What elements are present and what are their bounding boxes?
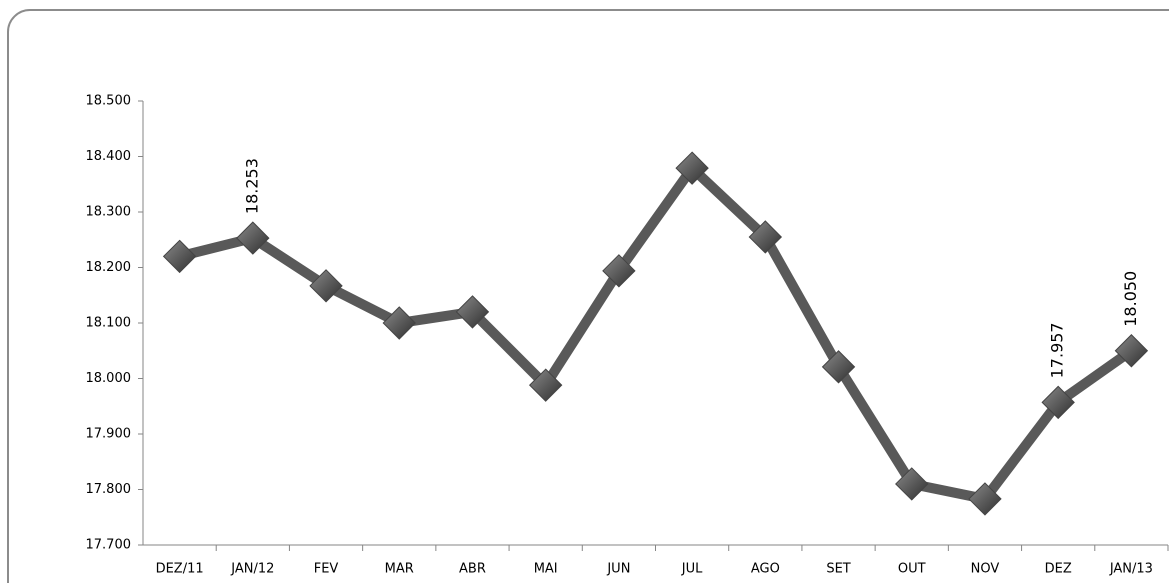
x-tick-label: MAI — [534, 562, 558, 577]
data-marker — [895, 467, 929, 501]
y-tick-label: 17.900 — [86, 427, 132, 442]
x-tick-label: JUL — [681, 562, 703, 577]
data-label: 17.957 — [1048, 322, 1067, 378]
x-tick-label: DEZ — [1045, 562, 1072, 577]
data-marker — [968, 482, 1002, 516]
data-label: 18.050 — [1121, 271, 1140, 327]
data-marker — [236, 221, 270, 255]
y-tick-label: 18.200 — [86, 260, 132, 275]
x-tick-label: JAN/13 — [1109, 562, 1153, 577]
x-tick-label: JUN — [606, 562, 630, 577]
data-marker — [382, 306, 416, 340]
data-marker — [162, 239, 197, 274]
data-label: 18.253 — [242, 158, 261, 214]
x-tick-label: SET — [826, 562, 850, 577]
x-tick-label: ABR — [459, 562, 486, 577]
data-marker — [748, 220, 783, 254]
y-tick-label: 18.300 — [86, 205, 132, 220]
y-tick-label: 18.500 — [86, 94, 132, 109]
data-marker — [309, 269, 343, 303]
data-marker — [602, 254, 636, 288]
y-tick-label: 18.100 — [86, 316, 132, 331]
y-tick-label: 18.000 — [86, 371, 132, 386]
y-tick-label: 17.700 — [86, 538, 132, 553]
data-marker — [821, 350, 856, 384]
y-tick-label: 17.800 — [86, 482, 132, 497]
data-marker — [675, 151, 709, 185]
data-marker — [528, 368, 563, 402]
x-tick-label: OUT — [898, 562, 926, 577]
data-marker — [1114, 334, 1149, 368]
y-tick-label: 18.400 — [86, 149, 132, 164]
x-tick-label: DEZ/11 — [156, 562, 204, 577]
data-marker — [455, 295, 490, 329]
data-marker — [1041, 385, 1075, 420]
x-tick-label: JAN/12 — [230, 562, 274, 577]
x-tick-label: NOV — [971, 562, 1000, 577]
x-tick-label: MAR — [385, 562, 414, 577]
x-tick-label: AGO — [751, 562, 780, 577]
x-tick-label: FEV — [314, 562, 339, 577]
